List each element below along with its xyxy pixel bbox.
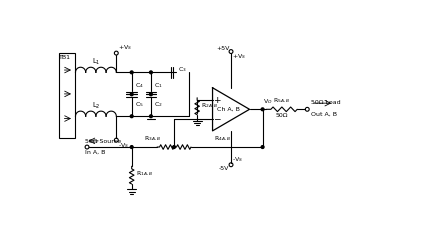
Text: 50Ω: 50Ω xyxy=(275,113,288,118)
Text: R$_{1A, B}$: R$_{1A, B}$ xyxy=(136,170,153,178)
Text: +: + xyxy=(213,96,221,104)
Text: Ch A, B: Ch A, B xyxy=(217,107,240,112)
Circle shape xyxy=(261,146,264,148)
Circle shape xyxy=(130,115,133,118)
Circle shape xyxy=(172,146,175,148)
Bar xyxy=(58,53,76,138)
Text: −: − xyxy=(213,114,221,123)
Text: -V$_S$: -V$_S$ xyxy=(118,141,129,150)
Text: C$_4$: C$_4$ xyxy=(135,81,144,90)
Circle shape xyxy=(150,93,152,96)
Text: +V$_S$: +V$_S$ xyxy=(232,52,246,61)
Text: R$_{2A, B}$: R$_{2A, B}$ xyxy=(201,101,218,110)
Text: L$_2$: L$_2$ xyxy=(91,101,100,111)
Text: L$_1$: L$_1$ xyxy=(92,57,100,67)
Text: R$_{5A, B}$: R$_{5A, B}$ xyxy=(273,96,290,105)
Circle shape xyxy=(261,108,264,111)
Text: 50Ω Source: 50Ω Source xyxy=(85,139,121,144)
Text: TB1: TB1 xyxy=(59,56,71,60)
Text: C$_5$: C$_5$ xyxy=(135,100,144,109)
Text: 50Ω Load: 50Ω Load xyxy=(311,100,341,105)
Text: R$_{3A, B}$: R$_{3A, B}$ xyxy=(144,135,161,143)
Text: C$_1$: C$_1$ xyxy=(154,81,163,90)
Circle shape xyxy=(150,115,152,118)
Circle shape xyxy=(130,146,133,148)
Text: R$_{4A, B}$: R$_{4A, B}$ xyxy=(214,135,231,143)
Text: Out A, B: Out A, B xyxy=(311,112,337,116)
Text: +V$_S$: +V$_S$ xyxy=(118,44,132,52)
Text: +5V: +5V xyxy=(216,46,230,51)
Text: C$_2$: C$_2$ xyxy=(154,100,163,109)
Text: V$_O$: V$_O$ xyxy=(263,97,273,106)
Text: In A, B: In A, B xyxy=(85,149,105,154)
Text: -5V: -5V xyxy=(219,166,230,170)
Circle shape xyxy=(150,71,152,74)
Text: C$_3$: C$_3$ xyxy=(178,66,187,74)
Circle shape xyxy=(130,71,133,74)
Circle shape xyxy=(130,93,133,96)
Text: -V$_S$: -V$_S$ xyxy=(232,155,243,164)
